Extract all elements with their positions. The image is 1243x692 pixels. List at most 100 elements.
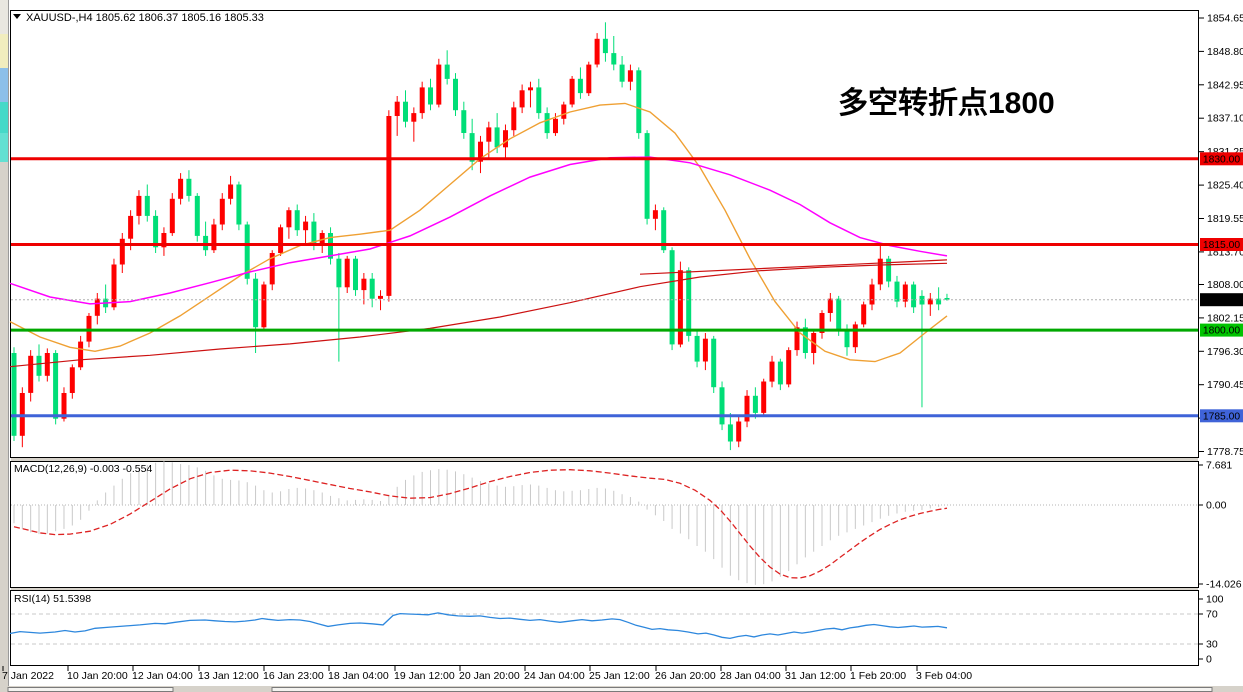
price-badge-1785.00 (1200, 409, 1243, 423)
symbol-dropdown-icon[interactable] (13, 14, 21, 19)
panel-splitter[interactable] (11, 458, 1198, 461)
candle-body (911, 284, 917, 308)
candle-body (486, 127, 492, 142)
rsi-tick-label: 70 (1206, 609, 1218, 621)
candle-body (78, 341, 84, 368)
candle-body (53, 353, 59, 419)
window-edge-block (0, 102, 8, 133)
rsi-indicator (9, 612, 1198, 645)
candle-body (844, 330, 850, 348)
candle-body (644, 133, 650, 219)
candle-body (794, 327, 800, 351)
candle-body (819, 313, 825, 333)
candlestick-series (11, 22, 950, 451)
rsi-tick-label: 100 (1206, 594, 1224, 606)
macd-signal-line (13, 469, 948, 579)
candle-body (902, 284, 908, 302)
horizontal-level-lines[interactable] (11, 157, 1198, 418)
time-tick-label: 20 Jan 20:00 (459, 670, 520, 682)
candle-body (927, 298, 933, 305)
candle-body (611, 53, 617, 65)
candle-body (436, 64, 442, 105)
candle-body (144, 195, 150, 216)
candle-body (827, 298, 833, 313)
candle-body (161, 233, 167, 248)
rsi-axis: 100 70 30 0 (1199, 594, 1224, 666)
panel-splitter[interactable] (11, 588, 1198, 590)
price-tick-label: 1796.30 (1207, 346, 1243, 358)
time-tick-label: 7 Jan 2022 (2, 670, 54, 682)
price-badge-label: 1800.00 (1203, 326, 1240, 337)
candle-body (194, 195, 200, 236)
candle-body (636, 70, 642, 134)
candle-body (677, 270, 683, 345)
chart-title-ohlc: XAUUSD-,H4 1805.62 1806.37 1805.16 1805.… (26, 12, 264, 24)
candle-body (478, 141, 483, 162)
candle-body (211, 224, 217, 251)
candle-body (577, 78, 583, 94)
candle-body (311, 221, 317, 245)
candle-body (627, 70, 633, 82)
window-edge-block (0, 133, 8, 162)
candle-body (536, 87, 542, 114)
candle-body (836, 298, 842, 331)
candle-body (894, 281, 900, 302)
candle-body (169, 198, 175, 234)
candle-body (544, 113, 550, 134)
candle-body (253, 278, 259, 328)
time-tick-label: 10 Jan 20:00 (67, 670, 128, 682)
window-edge-strip (0, 0, 8, 692)
candle-body (36, 355, 42, 376)
macd-tick-label: 0.00 (1206, 500, 1227, 512)
candle-body (411, 113, 417, 122)
candle-body (261, 284, 267, 328)
candle-body (461, 110, 467, 133)
candle-body (186, 178, 192, 196)
rsi-tick-label: 30 (1206, 639, 1218, 651)
candle-body (869, 284, 875, 305)
candle-body (736, 421, 742, 442)
candle-body (428, 87, 433, 105)
candle-body (394, 101, 400, 116)
candle-body (852, 324, 858, 348)
candle-body (219, 198, 225, 225)
time-axis[interactable]: 7 Jan 2022 10 Jan 20:00 12 Jan 04:00 13 Jan… (2, 666, 972, 682)
candle-body (711, 338, 717, 388)
candle-body (702, 338, 708, 362)
candle-body (344, 258, 350, 288)
candle-body (752, 395, 758, 413)
candle-body (353, 258, 358, 291)
candle-body (11, 353, 17, 436)
candle-body (403, 101, 408, 122)
price-tick-label: 1842.95 (1207, 79, 1243, 91)
price-tick-label: 1848.80 (1207, 46, 1243, 58)
price-badge-label: 1830.00 (1203, 154, 1240, 165)
candle-body (761, 381, 767, 413)
rsi-panel-border (10, 590, 1199, 666)
candle-body (669, 250, 675, 345)
candle-body (936, 298, 942, 305)
candle-body (652, 210, 658, 219)
annotation-text[interactable]: 多空转折点1800 (838, 87, 1055, 120)
candle-body (453, 78, 458, 111)
candle-body (511, 107, 517, 131)
candle-body (178, 178, 184, 199)
price-tick-label: 1837.10 (1207, 113, 1243, 125)
time-tick-label: 26 Jan 20:00 (655, 670, 716, 682)
candle-body (361, 278, 367, 291)
price-badges: 1830.00 1815.00 1805.33 1800.00 1785.00 (1200, 152, 1243, 423)
candle-body (503, 130, 508, 148)
candle-body (694, 335, 700, 362)
price-tick-label: 1790.45 (1207, 379, 1243, 391)
candle-body (802, 327, 808, 353)
candle-body (294, 210, 300, 231)
candle-body (236, 184, 242, 225)
candle-body (69, 367, 75, 393)
candle-body (727, 424, 733, 442)
ma-line-magenta (9, 156, 948, 305)
price-badge-1830.00 (1200, 152, 1243, 166)
candle-body (602, 38, 608, 54)
time-tick-label: 13 Jan 12:00 (198, 670, 259, 682)
